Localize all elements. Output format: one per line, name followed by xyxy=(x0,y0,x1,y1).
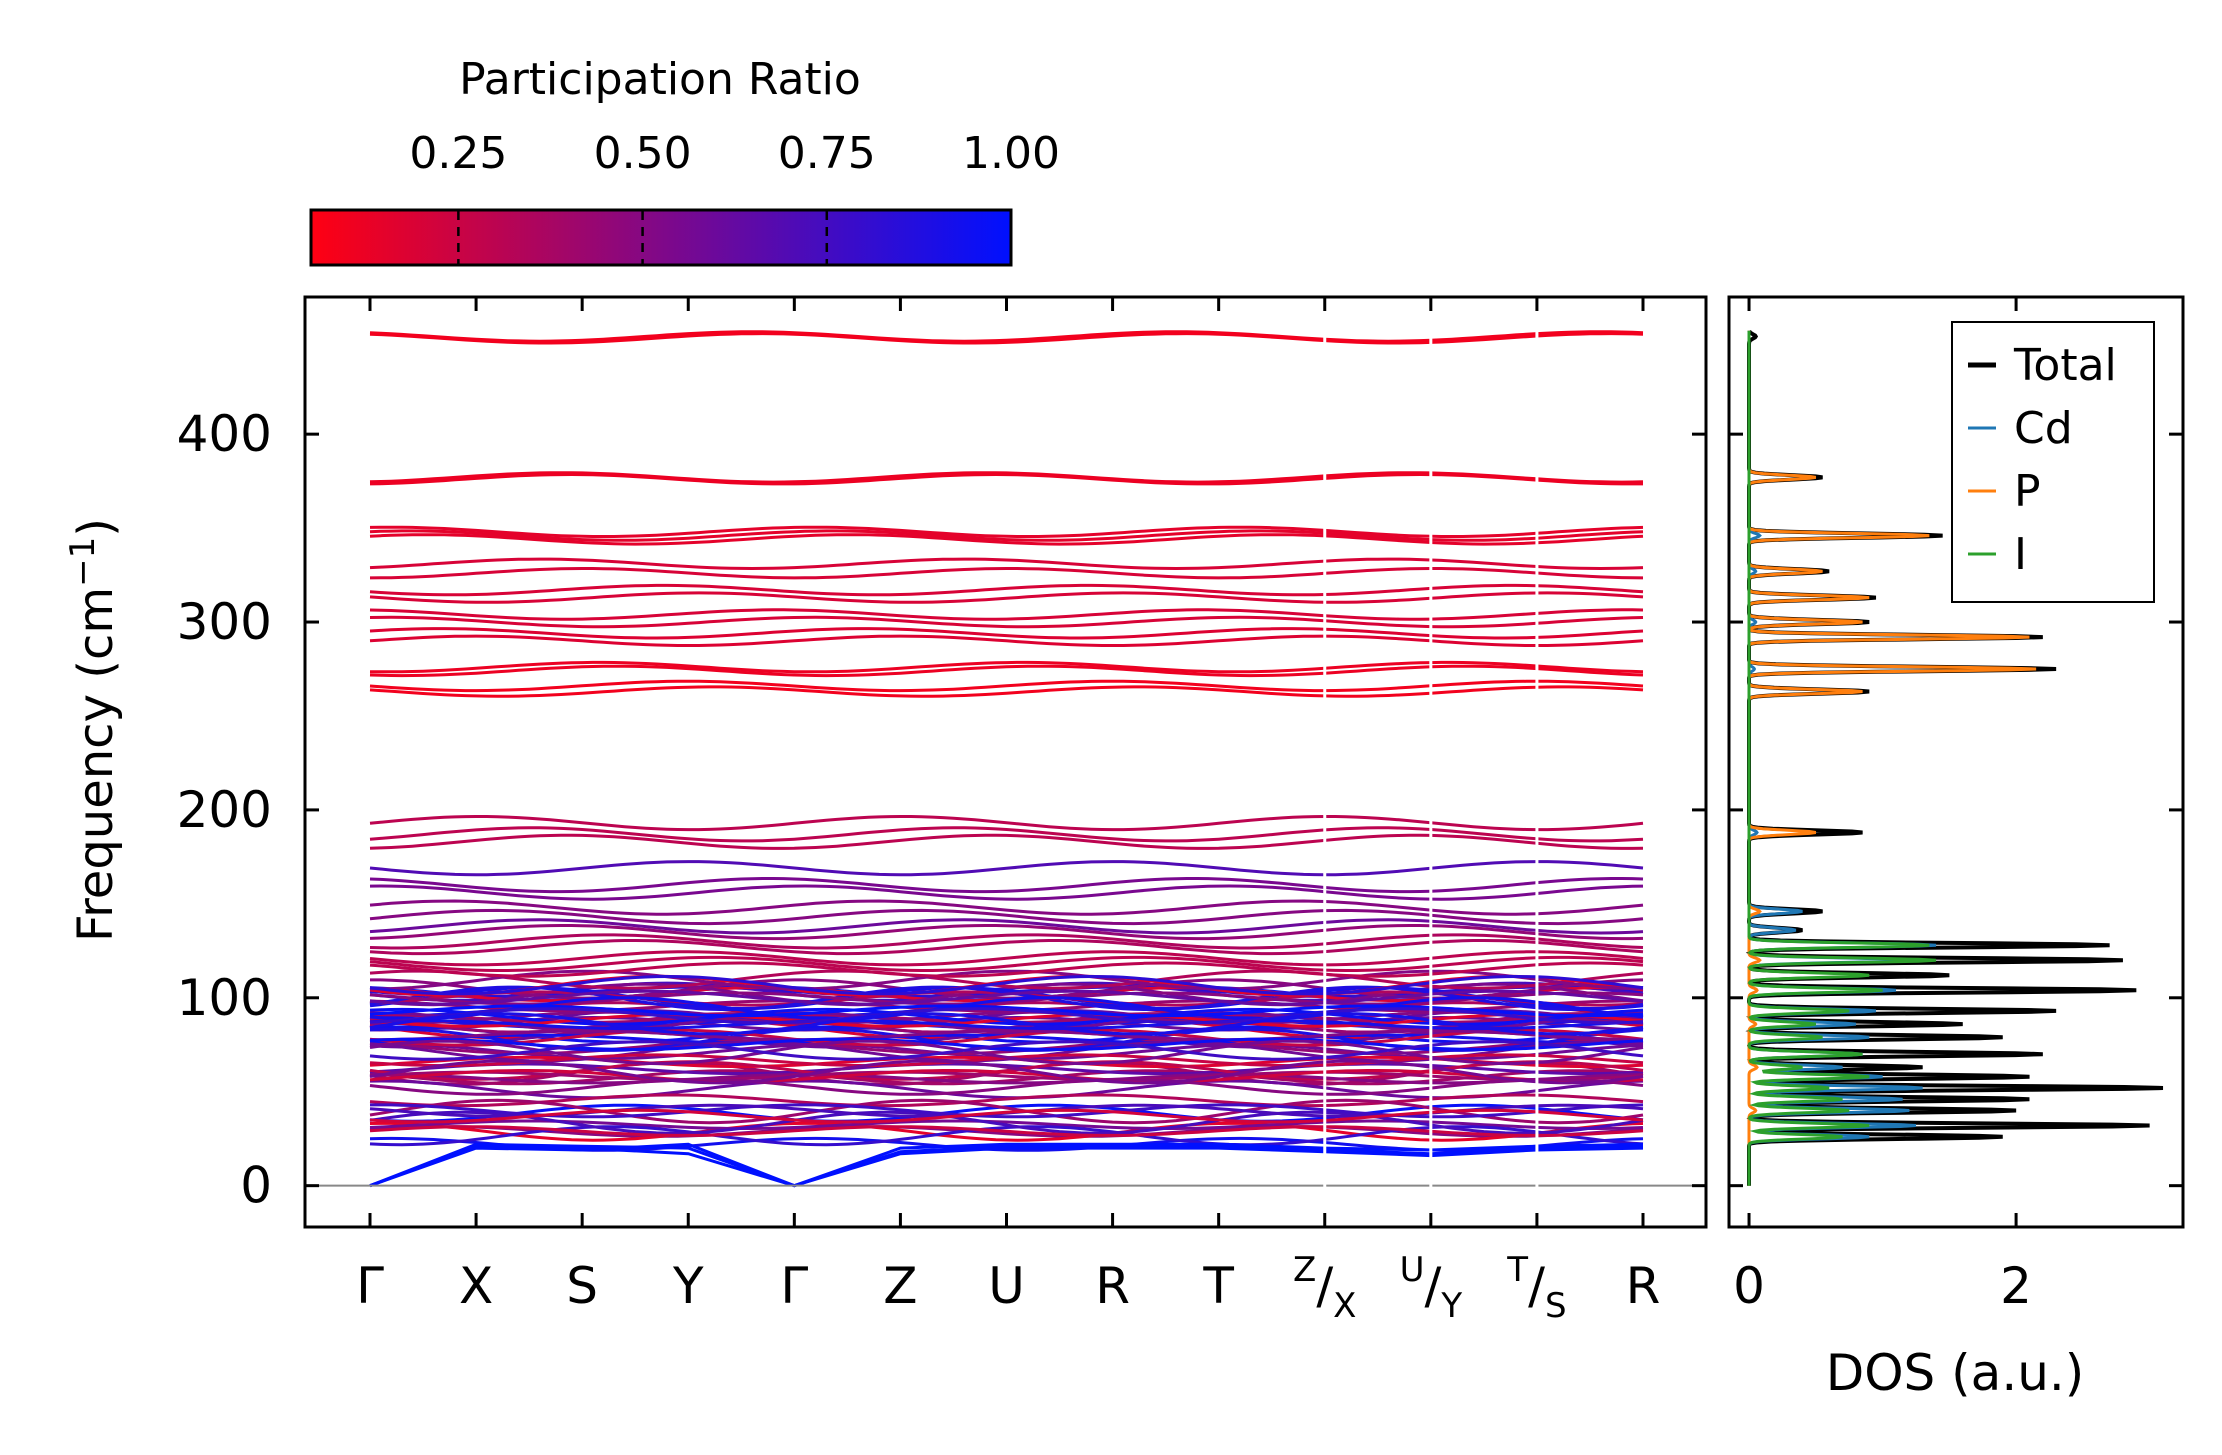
x-axis-ticks: Γ X S Y Γ Z U R T Z/X U/Y T/S R xyxy=(356,297,1660,1326)
colorbar-tick-label: 1.00 xyxy=(962,128,1060,179)
kpoint-separators xyxy=(1323,297,1539,1227)
legend-label: Cd xyxy=(2014,403,2073,454)
phonon-band xyxy=(369,939,1644,956)
y-axis-label-superscript: −1 xyxy=(63,537,103,587)
phonon-band xyxy=(369,679,1644,693)
dos-x-tick-label: 2 xyxy=(2000,1257,2032,1315)
kpoint-label: T xyxy=(1202,1257,1234,1315)
y-tick-label: 200 xyxy=(177,781,272,839)
phonon-band xyxy=(369,591,1644,604)
colorbar: Participation Ratio 0.25 0.50 0.75 1.00 xyxy=(309,54,1060,267)
y-tick-label: 300 xyxy=(177,593,272,651)
acoustic-branch xyxy=(369,1144,1644,1188)
y-axis-ticks: 0 100 200 300 400 xyxy=(177,405,2183,1215)
phonon-band xyxy=(369,525,1644,538)
phonon-band xyxy=(369,664,1644,678)
kpoint-label: X xyxy=(459,1257,493,1315)
phonon-band xyxy=(369,330,1644,343)
legend: Total Cd PI xyxy=(1951,321,2155,603)
y-axis-label: Frequency (cm−1) xyxy=(63,518,124,942)
kpoint-label: R xyxy=(1095,1257,1130,1315)
colorbar-tick-label: 0.75 xyxy=(778,128,876,179)
phonon-band xyxy=(369,608,1644,621)
dos-lines xyxy=(1745,330,2164,1186)
colorbar-tick-label: 0.50 xyxy=(594,128,692,179)
kpoint-label: R xyxy=(1626,1257,1661,1315)
legend-label: P xyxy=(2014,466,2041,517)
kpoint-label: Γ xyxy=(780,1257,808,1315)
phonon-band xyxy=(369,627,1644,640)
band-structure-panel: 0 100 200 300 400 Γ X S Y Γ Z U R T Z/X U/Y T/S R Freque… xyxy=(63,295,2183,1326)
kpoint-label: Γ xyxy=(356,1257,384,1315)
legend-label: I xyxy=(2014,529,2027,580)
dos-x-tick-label: 0 xyxy=(1733,1257,1765,1315)
kpoint-label: U/Y xyxy=(1400,1250,1463,1326)
phonon-band xyxy=(369,833,1644,850)
band-lines xyxy=(305,330,1706,1188)
x-axis-label: DOS (a.u.) xyxy=(1826,1344,2085,1402)
colorbar-tick-labels: 0.25 0.50 0.75 1.00 xyxy=(409,128,1060,179)
phonon-band xyxy=(369,877,1644,894)
kpoint-label: Z xyxy=(883,1257,917,1315)
kpoint-label: Y xyxy=(672,1257,704,1315)
legend-label: Total xyxy=(2013,340,2117,391)
y-tick-label: 0 xyxy=(240,1157,272,1215)
colorbar-title: Participation Ratio xyxy=(459,54,861,105)
y-tick-label: 100 xyxy=(177,969,272,1027)
kpoint-label: T/S xyxy=(1506,1250,1566,1326)
kpoint-label: U xyxy=(988,1257,1025,1315)
kpoint-label: S xyxy=(566,1257,598,1315)
phonon-band xyxy=(369,860,1644,877)
colorbar-tick-label: 0.25 xyxy=(409,128,507,179)
phonon-band xyxy=(369,472,1643,486)
kpoint-label: Z/X xyxy=(1293,1250,1356,1326)
colorbar-gradient xyxy=(309,208,1013,267)
dos-axes-frame xyxy=(1727,295,2185,1229)
phonon-band xyxy=(369,567,1644,580)
colorbar-ticks xyxy=(457,211,829,264)
y-tick-label: 400 xyxy=(177,405,272,463)
dos-line-i xyxy=(1747,330,1937,1186)
phonon-band xyxy=(369,583,1644,597)
